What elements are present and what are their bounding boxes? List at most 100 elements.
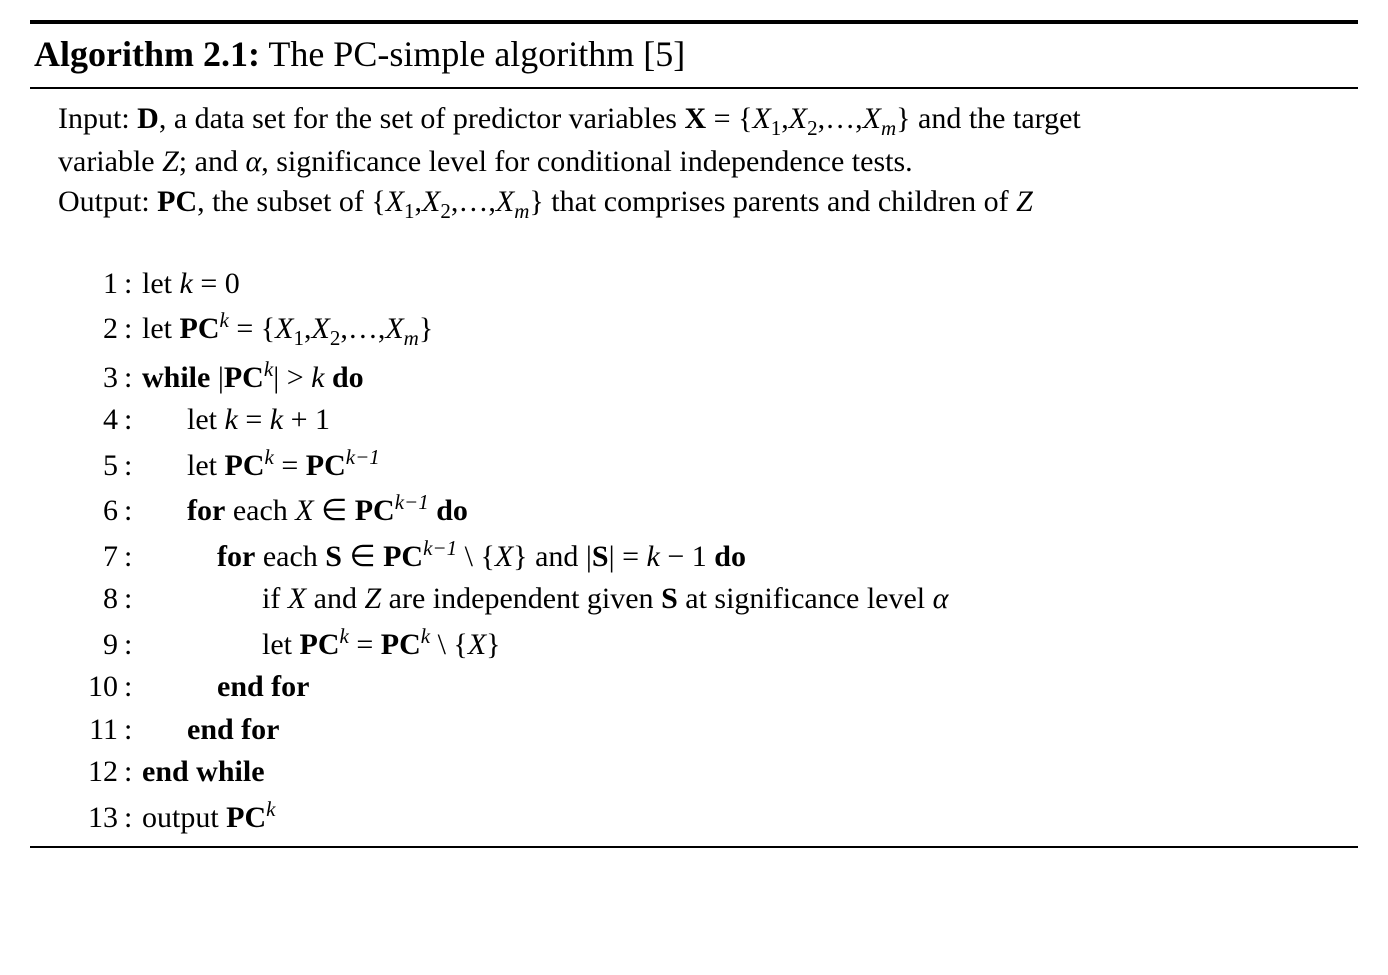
line-number: 13 xyxy=(58,798,124,839)
colon: : xyxy=(124,309,142,350)
step-line: 8: if X and Z are independent given S at… xyxy=(58,579,1352,620)
sym-PC: PC xyxy=(225,449,265,482)
line-number: 5 xyxy=(58,446,124,487)
minus: − xyxy=(660,540,692,573)
step-line: 4: let k = k + 1 xyxy=(58,400,1352,441)
line-number: 6 xyxy=(58,491,124,532)
num: 0 xyxy=(225,267,240,300)
sym-X: X xyxy=(752,102,770,135)
kw-let: let xyxy=(262,628,300,661)
sym-X: X xyxy=(468,628,486,661)
sym-Z: Z xyxy=(364,582,381,615)
sym-X: X xyxy=(275,312,293,345)
eq: = xyxy=(274,449,306,482)
step-line: 2: let PCk = {X1,X2,…,Xm} xyxy=(58,306,1352,352)
kw-let: let xyxy=(187,449,225,482)
sym-S: S xyxy=(592,540,609,573)
step-line: 13: output PCk xyxy=(58,795,1352,839)
sub: 2 xyxy=(440,199,451,223)
sup-k-1: k−1 xyxy=(423,536,457,560)
colon: : xyxy=(124,537,142,578)
sym-X: X xyxy=(789,102,807,135)
code: end while xyxy=(142,752,265,793)
brace-close: } xyxy=(529,185,543,218)
algorithm-block: Algorithm 2.1: The PC-simple algorithm [… xyxy=(0,0,1388,975)
colon: : xyxy=(124,710,142,751)
brace-open: { xyxy=(371,185,385,218)
kw-let: let xyxy=(142,267,180,300)
sym-PC: PC xyxy=(226,801,266,834)
sym-X: X xyxy=(385,312,403,345)
sym-X: X xyxy=(311,312,329,345)
title-text: The PC-simple algorithm [5] xyxy=(268,34,685,74)
kw-output: output xyxy=(142,801,226,834)
sym-k: k xyxy=(270,403,283,436)
sup-k: k xyxy=(340,624,349,648)
step-line: 3: while |PCk| > k do xyxy=(58,355,1352,399)
output-line: Output: PC, the subset of {X1,X2,…,Xm} t… xyxy=(58,182,1352,225)
sym-X-bold: X xyxy=(684,102,706,135)
eq: = xyxy=(229,312,261,345)
line-number: 12 xyxy=(58,752,124,793)
colon: : xyxy=(124,667,142,708)
num: 1 xyxy=(315,403,330,436)
brace-close: } xyxy=(486,628,500,661)
sup-k-1: k−1 xyxy=(395,490,429,514)
comma: , xyxy=(415,185,423,218)
code: let k = 0 xyxy=(142,264,240,305)
bottom-rule xyxy=(30,846,1358,848)
text: ; and xyxy=(179,145,246,178)
code: output PCk xyxy=(142,795,276,839)
colon: : xyxy=(124,264,142,305)
text: that comprises parents and children of xyxy=(544,185,1016,218)
kw-each: each xyxy=(225,494,295,527)
text: are independent given xyxy=(381,582,661,615)
eq: = xyxy=(706,102,738,135)
text: at significance level xyxy=(678,582,933,615)
brace-close: } xyxy=(513,540,527,573)
line-number: 11 xyxy=(58,710,124,751)
indent xyxy=(142,449,187,482)
sup-k: k xyxy=(266,797,275,821)
indent xyxy=(142,628,262,661)
step-line: 5: let PCk = PCk−1 xyxy=(58,443,1352,487)
sym-PC: PC xyxy=(306,449,346,482)
brace-open: { xyxy=(480,540,494,573)
and: and xyxy=(306,582,364,615)
text: , the subset of xyxy=(197,185,371,218)
line-number: 4 xyxy=(58,400,124,441)
dots: ,…, xyxy=(818,102,863,135)
sym-k: k xyxy=(311,361,324,394)
step-line: 9: let PCk = PCk \ {X} xyxy=(58,622,1352,666)
step-line: 12: end while xyxy=(58,752,1352,793)
sym-X: X xyxy=(386,185,404,218)
kw-end-for: end for xyxy=(217,670,310,703)
code: if X and Z are independent given S at si… xyxy=(142,579,948,620)
sym-alpha: α xyxy=(245,145,261,178)
kw-end-while: end while xyxy=(142,755,265,788)
sup-k: k xyxy=(220,308,229,332)
sym-k: k xyxy=(180,267,193,300)
code: let k = k + 1 xyxy=(142,400,330,441)
kw-for: for xyxy=(217,540,255,573)
colon: : xyxy=(124,579,142,620)
sym-Z: Z xyxy=(162,145,179,178)
sup-k: k xyxy=(264,357,273,381)
kw-let: let xyxy=(142,312,180,345)
code: for each S ∈ PCk−1 \ {X} and |S| = k − 1… xyxy=(142,534,746,578)
sym-X: X xyxy=(863,102,881,135)
sub: m xyxy=(514,199,529,223)
eq: = xyxy=(238,403,270,436)
colon: : xyxy=(124,752,142,793)
kw-for: for xyxy=(187,494,225,527)
sub: 1 xyxy=(404,199,415,223)
sym-PC: PC xyxy=(300,628,340,661)
brace-open: { xyxy=(738,102,752,135)
eq: = xyxy=(193,267,225,300)
line-number: 1 xyxy=(58,264,124,305)
code: let PCk = {X1,X2,…,Xm} xyxy=(142,306,433,352)
colon: : xyxy=(124,446,142,487)
eq: = xyxy=(615,540,647,573)
sym-D: D xyxy=(137,102,159,135)
sym-Z: Z xyxy=(1016,185,1033,218)
